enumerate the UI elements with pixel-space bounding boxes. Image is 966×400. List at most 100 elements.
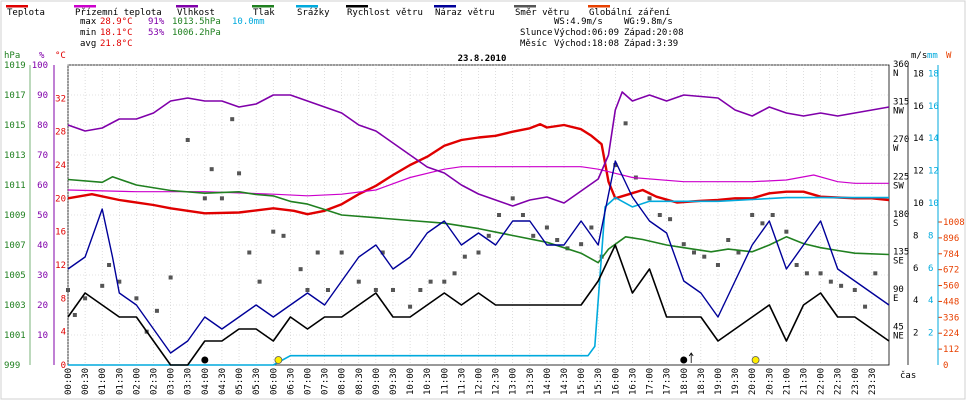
x-axis-label: čas (900, 370, 916, 381)
y-tick-humidity: 20 (37, 301, 48, 311)
wind-direction-mark (852, 288, 857, 292)
x-tick-label: 02:00 (132, 368, 142, 395)
wind-direction-mark (418, 288, 423, 292)
y-tick-humidity: 40 (37, 241, 48, 251)
series-line-tlak (67, 176, 890, 264)
legend-label: Srážky (297, 8, 330, 18)
y-tick-wind: 2 (913, 329, 918, 339)
x-tick-label: 11:00 (440, 368, 450, 395)
x-tick-label: 15:00 (577, 368, 587, 395)
unit-pct: % (39, 51, 45, 61)
y-tick-direction-label: W (893, 144, 899, 154)
wind-direction-mark (305, 288, 310, 292)
stat-max-press: 1013.5hPa (172, 17, 221, 27)
y-tick-wind: 12 (913, 167, 924, 177)
legend-swatch (588, 5, 610, 8)
y-tick-direction-label: SE (893, 257, 904, 267)
y-tick-pressure: 1013 (4, 151, 26, 161)
wind-direction-mark (339, 250, 344, 255)
y-tick-direction: 360 (893, 60, 909, 70)
wind-direction-mark (681, 242, 686, 247)
y-tick-radiation: 224 (943, 329, 959, 339)
wind-direction-mark (237, 171, 242, 176)
y-tick-direction-label: SW (893, 182, 904, 192)
x-tick-label: 08:00 (338, 368, 348, 395)
y-tick-direction-label: NW (893, 107, 904, 117)
y-tick-wind: 6 (913, 264, 918, 274)
y-tick-direction: 135 (893, 248, 909, 258)
y-tick-temp: 0 (61, 361, 66, 371)
wind-direction-mark (657, 213, 662, 217)
y-tick-wind: 16 (913, 102, 924, 112)
x-tick-label: 23:30 (868, 368, 878, 395)
y-tick-direction: 90 (893, 285, 904, 295)
legend-swatch (296, 5, 318, 8)
wind-direction-mark (715, 263, 720, 267)
x-tick-label: 22:00 (817, 368, 827, 395)
wind-direction-mark (66, 288, 70, 292)
y-tick-pressure: 1011 (4, 181, 26, 191)
y-tick-direction: 180 (893, 210, 909, 220)
wind-direction-mark (219, 196, 224, 201)
x-tick-label: 08:30 (355, 368, 365, 395)
wind-direction-mark (202, 196, 207, 201)
x-tick-label: 02:30 (150, 368, 160, 395)
wind-direction-mark (462, 254, 467, 259)
wind-direction-mark (298, 267, 303, 272)
y-tick-humidity: 10 (37, 331, 48, 341)
wind-direction-mark (72, 313, 77, 317)
y-tick-radiation: 112 (943, 345, 959, 355)
x-tick-label: 06:30 (286, 368, 296, 395)
x-tick-label: 07:00 (303, 368, 313, 395)
wind-direction-mark (497, 213, 502, 217)
y-tick-temp: 28 (55, 128, 66, 138)
y-tick-rain: 16 (928, 102, 939, 112)
x-tick-label: 17:30 (663, 368, 673, 395)
x-tick-label: 04:30 (218, 368, 228, 395)
y-tick-direction-label: S (893, 219, 898, 229)
y-tick-wind: 18 (913, 69, 924, 79)
sunset-icon (751, 356, 760, 364)
y-tick-temp: 24 (55, 161, 66, 171)
x-tick-label: 19:00 (714, 368, 724, 395)
y-tick-radiation: 1008 (943, 218, 965, 228)
y-tick-radiation: 784 (943, 250, 959, 260)
wind-direction-mark (257, 279, 262, 284)
stat-moon-rise: Východ:18:08 (554, 39, 619, 49)
wind-direction-mark (373, 288, 378, 292)
wind-direction-mark (247, 250, 252, 255)
y-tick-temp: 8 (61, 294, 66, 304)
x-tick-label: 12:00 (475, 368, 485, 395)
y-tick-radiation: 448 (943, 297, 959, 307)
y-tick-direction: 315 (893, 98, 909, 108)
stat-avg-label: avg (80, 39, 96, 49)
wind-direction-mark (692, 250, 697, 255)
y-tick-direction: 45 (893, 323, 904, 333)
unit-w: W (946, 51, 952, 61)
wind-direction-mark (804, 271, 809, 276)
y-tick-radiation: 0 (943, 361, 948, 371)
x-tick-label: 17:00 (646, 368, 656, 395)
stat-sun-set: Západ:20:08 (624, 28, 684, 38)
y-tick-humidity: 50 (37, 211, 48, 221)
wind-direction-mark (442, 279, 447, 284)
x-tick-label: 01:30 (115, 368, 125, 395)
y-tick-pressure: 1009 (4, 211, 26, 221)
x-tick-label: 18:00 (680, 368, 690, 395)
y-tick-rain: 10 (928, 199, 939, 209)
legend-label: Vlhkost (177, 8, 215, 18)
y-tick-wind: 14 (913, 134, 924, 144)
stat-moon-label: Měsíc (520, 39, 547, 49)
y-tick-direction-label: N (893, 69, 898, 79)
series-line-sr-ky (68, 196, 889, 366)
wind-direction-mark (623, 121, 628, 126)
x-tick-label: 20:30 (765, 368, 775, 395)
y-tick-pressure: 999 (4, 361, 20, 371)
wind-direction-mark (185, 138, 190, 142)
series-line-vlhkost (67, 91, 890, 207)
legend-swatch (252, 5, 274, 8)
x-tick-label: 06:00 (269, 368, 279, 395)
x-tick-label: 14:30 (560, 368, 570, 395)
wind-direction-mark (702, 254, 707, 259)
